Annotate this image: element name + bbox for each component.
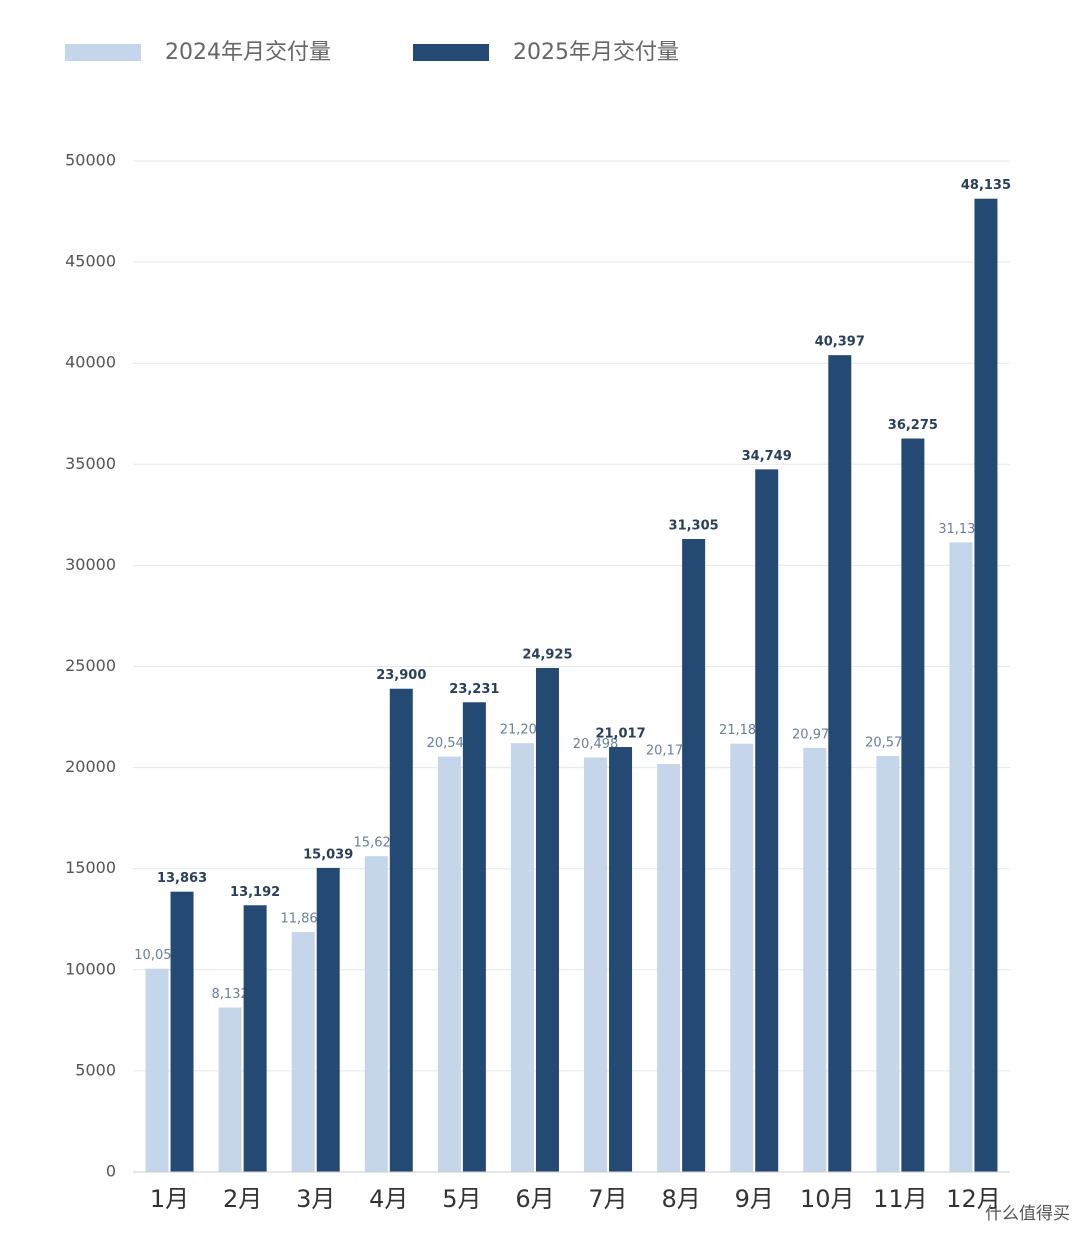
legend-swatch xyxy=(413,44,489,61)
bar xyxy=(364,856,388,1172)
x-tick-label: 3月 xyxy=(296,1185,335,1213)
value-label: 21,209 xyxy=(500,723,546,738)
value-label: 11,866 xyxy=(280,912,326,927)
value-label: 34,749 xyxy=(742,449,792,464)
x-tick-label: 8月 xyxy=(661,1185,700,1213)
bar xyxy=(145,968,169,1172)
watermark: 什么值得买 xyxy=(985,1204,1070,1224)
value-label: 20,544 xyxy=(427,736,473,751)
bar xyxy=(510,743,534,1172)
bar xyxy=(657,764,681,1172)
value-label: 15,620 xyxy=(354,836,400,851)
bar xyxy=(218,1007,242,1172)
y-tick-label: 35000 xyxy=(65,454,116,473)
y-tick-label: 15000 xyxy=(65,858,116,877)
x-tick-label: 11月 xyxy=(873,1185,928,1213)
value-label: 40,397 xyxy=(815,335,865,350)
bar xyxy=(876,755,900,1172)
value-label: 10,055 xyxy=(134,948,180,963)
value-label: 20,176 xyxy=(646,744,692,759)
bar xyxy=(949,542,973,1172)
value-label: 8,132 xyxy=(212,987,249,1002)
value-label: 21,017 xyxy=(595,727,645,742)
value-label: 15,039 xyxy=(303,847,353,862)
bar xyxy=(901,438,925,1172)
y-tick-label: 25000 xyxy=(65,656,116,675)
y-tick-label: 50000 xyxy=(65,151,116,170)
value-label: 20,575 xyxy=(865,735,911,750)
x-tick-label: 12月 xyxy=(946,1185,1001,1213)
value-label: 31,305 xyxy=(669,519,719,534)
bar xyxy=(291,932,315,1172)
y-tick-label: 45000 xyxy=(65,252,116,271)
bar xyxy=(682,539,706,1172)
y-tick-label: 5000 xyxy=(75,1060,116,1079)
bar xyxy=(974,198,998,1172)
bar xyxy=(170,891,194,1172)
y-tick-label: 30000 xyxy=(65,555,116,574)
y-tick-label: 40000 xyxy=(65,353,116,372)
bar xyxy=(389,688,413,1172)
bar xyxy=(437,756,461,1172)
bar xyxy=(755,469,779,1172)
y-tick-label: 10000 xyxy=(65,959,116,978)
value-label: 13,192 xyxy=(230,885,280,900)
value-label: 20,498 xyxy=(573,737,619,752)
x-tick-label: 10月 xyxy=(800,1185,855,1213)
x-tick-label: 6月 xyxy=(515,1185,554,1213)
x-tick-label: 9月 xyxy=(735,1185,774,1213)
value-label: 31,138 xyxy=(938,522,984,537)
bar xyxy=(609,747,633,1172)
bar xyxy=(803,747,827,1172)
bar xyxy=(462,702,486,1172)
y-tick-label: 20000 xyxy=(65,757,116,776)
bar xyxy=(828,355,852,1172)
legend-swatch xyxy=(65,44,141,61)
x-tick-label: 1月 xyxy=(150,1185,189,1213)
value-label: 36,275 xyxy=(888,418,938,433)
y-tick-label: 0 xyxy=(106,1162,116,1181)
bar xyxy=(730,743,754,1172)
legend-label: 2025年月交付量 xyxy=(513,40,679,65)
value-label: 13,863 xyxy=(157,871,207,886)
x-tick-label: 7月 xyxy=(588,1185,627,1213)
value-label: 21,181 xyxy=(719,723,765,738)
bar xyxy=(243,905,267,1172)
value-label: 23,900 xyxy=(376,668,426,683)
x-tick-label: 5月 xyxy=(442,1185,481,1213)
x-tick-label: 2月 xyxy=(223,1185,262,1213)
bar xyxy=(584,757,608,1172)
value-label: 24,925 xyxy=(522,648,572,663)
value-label: 48,135 xyxy=(961,178,1011,193)
x-tick-label: 4月 xyxy=(369,1185,408,1213)
bar xyxy=(316,867,340,1172)
value-label: 20,976 xyxy=(792,727,838,742)
value-label: 23,231 xyxy=(449,682,499,697)
legend-label: 2024年月交付量 xyxy=(165,40,331,65)
bar xyxy=(535,668,559,1172)
